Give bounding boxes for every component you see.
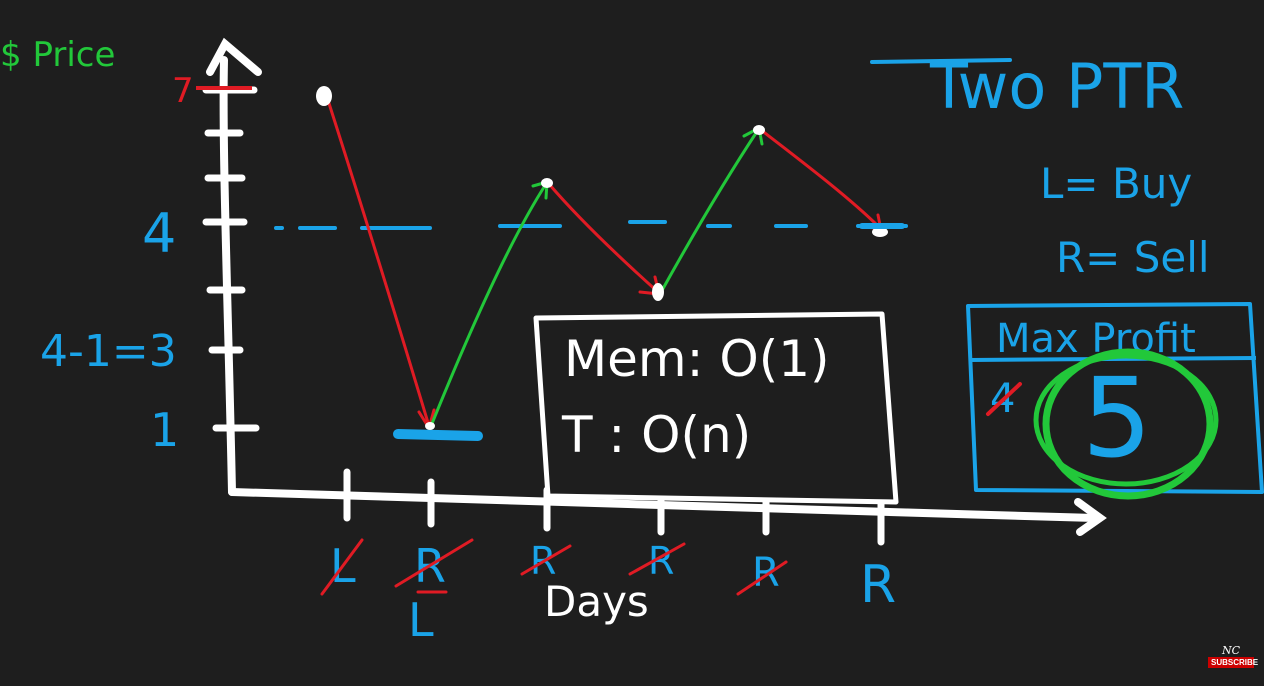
complexity-box: Mem: O(1) T : O(n) bbox=[533, 311, 899, 505]
subscribe-badge[interactable]: SUBSCRIBE bbox=[1208, 657, 1258, 668]
title-underline-stroke bbox=[870, 58, 1012, 64]
y-label-7: 7 bbox=[172, 71, 194, 111]
price-point-day5 bbox=[753, 125, 765, 135]
channel-watermark[interactable]: NC SUBSCRIBE bbox=[1208, 644, 1258, 668]
y-axis-arrow bbox=[206, 37, 262, 76]
y-label-4: 4 bbox=[142, 202, 176, 265]
max-profit-circle-2 bbox=[1033, 353, 1219, 487]
move-up-2 bbox=[658, 128, 760, 296]
day-label-2-below: L bbox=[408, 593, 434, 647]
day-label-strikes bbox=[320, 538, 788, 596]
price-point-day4 bbox=[652, 283, 664, 301]
max-profit-box: Max Profit 4 5 bbox=[966, 302, 1264, 500]
y-label-1: 1 bbox=[150, 403, 179, 457]
max-profit-old-value-strike bbox=[986, 382, 1022, 416]
y-axis-title: $ Price bbox=[0, 35, 115, 75]
price-points bbox=[316, 86, 888, 430]
time-complexity: T : O(n) bbox=[561, 406, 751, 464]
price-point-day3 bbox=[541, 178, 553, 188]
y-axis-line bbox=[219, 56, 236, 496]
complexity-box-border bbox=[533, 311, 899, 505]
price-point-day1 bbox=[316, 86, 332, 106]
day-label-6: R bbox=[860, 555, 896, 615]
x-axis-title: Days bbox=[544, 577, 649, 626]
max-profit-value: 5 bbox=[1082, 354, 1152, 482]
price-point-day2 bbox=[425, 422, 435, 430]
move-down-3 bbox=[759, 128, 882, 230]
day-label-5: R bbox=[752, 550, 780, 596]
memory-complexity: Mem: O(1) bbox=[564, 330, 830, 388]
legend-left-buy: L= Buy bbox=[1040, 159, 1192, 208]
title: Two PTR bbox=[929, 50, 1184, 123]
max-profit-circle bbox=[1042, 348, 1214, 500]
y-label-4-minus-1: 4-1=3 bbox=[40, 326, 177, 377]
move-up-1 bbox=[429, 182, 548, 428]
channel-logo: NC bbox=[1221, 644, 1241, 657]
day-labels: L R L R R R R bbox=[330, 539, 896, 647]
move-down-2 bbox=[547, 182, 660, 294]
left-pointer-marker bbox=[393, 429, 483, 441]
legend-right-sell: R= Sell bbox=[1056, 233, 1210, 282]
price-point-day6 bbox=[872, 227, 888, 237]
dashed-level-4 bbox=[274, 220, 908, 230]
max-profit-box-border bbox=[966, 302, 1264, 494]
move-down-1 bbox=[324, 92, 431, 428]
price-moves bbox=[324, 92, 883, 430]
x-axis-arrow bbox=[1074, 498, 1107, 536]
